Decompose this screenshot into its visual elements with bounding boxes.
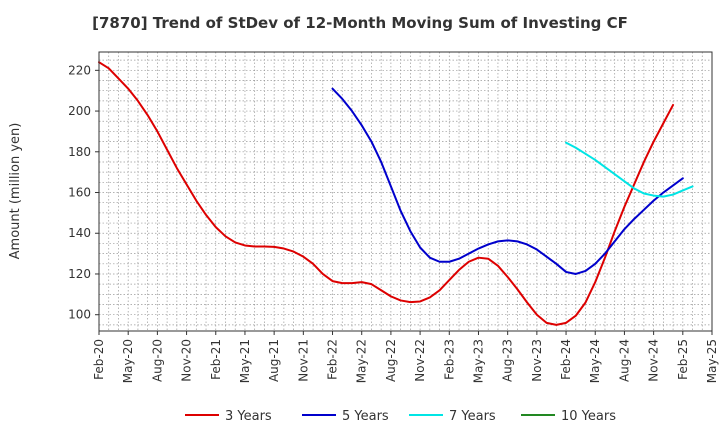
x-tick-label: Aug-20 <box>150 339 164 382</box>
plot-frame <box>98 51 713 332</box>
x-tick-label: Aug-21 <box>267 339 281 382</box>
x-tick-label: Aug-22 <box>384 339 398 382</box>
x-tick-label: Feb-21 <box>209 339 223 380</box>
legend: 3 Years 5 Years 7 Years 10 Years <box>185 409 616 424</box>
series-line-5-years <box>331 87 684 275</box>
grid <box>98 52 713 331</box>
y-tick-label: 180 <box>68 145 91 159</box>
x-tick-label: Nov-23 <box>530 339 544 382</box>
x-tick-label: May-21 <box>238 339 252 383</box>
legend-label: 3 Years <box>225 409 272 424</box>
legend-item-3-years: 3 Years <box>185 409 272 424</box>
series-lines <box>98 61 694 326</box>
x-tick-label: Nov-24 <box>647 339 661 382</box>
y-tick-label: 220 <box>68 63 91 77</box>
x-tick-label: May-24 <box>588 339 602 383</box>
y-tick-label: 100 <box>68 308 91 322</box>
series-line-7-years <box>565 141 694 198</box>
y-tick-label: 160 <box>68 186 91 200</box>
x-tick-label: Aug-23 <box>501 339 515 382</box>
x-axis-ticks: Feb-20 May-20 Aug-20 Nov-20 Feb-21 May-21 Aug-… <box>92 331 719 383</box>
y-tick-label: 120 <box>68 267 91 281</box>
y-axis-ticks: 100 120 140 160 180 200 220 <box>68 63 99 322</box>
legend-item-7-years: 7 Years <box>409 409 496 424</box>
x-tick-label: Feb-24 <box>559 339 573 380</box>
x-tick-label: Nov-22 <box>413 339 427 382</box>
x-tick-label: Feb-22 <box>326 339 340 380</box>
x-tick-label: May-23 <box>471 339 485 383</box>
x-tick-label: Nov-20 <box>180 339 194 382</box>
chart-title: [7870] Trend of StDev of 12-Month Moving… <box>92 14 628 32</box>
legend-item-10-years: 10 Years <box>521 409 616 424</box>
x-tick-label: Feb-25 <box>676 339 690 380</box>
x-tick-label: Aug-24 <box>617 339 631 382</box>
plot-border <box>98 51 713 332</box>
legend-label: 10 Years <box>561 409 616 424</box>
y-tick-label: 140 <box>68 226 91 240</box>
y-axis-label: Amount (million yen) <box>8 123 23 260</box>
x-tick-label: Feb-23 <box>442 339 456 380</box>
x-tick-label: May-20 <box>121 339 135 383</box>
x-tick-label: May-22 <box>355 339 369 383</box>
x-tick-label: Nov-21 <box>296 339 310 382</box>
x-tick-label: Feb-20 <box>92 339 106 380</box>
legend-label: 7 Years <box>449 409 496 424</box>
y-tick-label: 200 <box>68 104 91 118</box>
legend-label: 5 Years <box>342 409 389 424</box>
legend-item-5-years: 5 Years <box>302 409 389 424</box>
series-line-3-years <box>98 61 675 326</box>
x-tick-label: May-25 <box>705 339 719 383</box>
